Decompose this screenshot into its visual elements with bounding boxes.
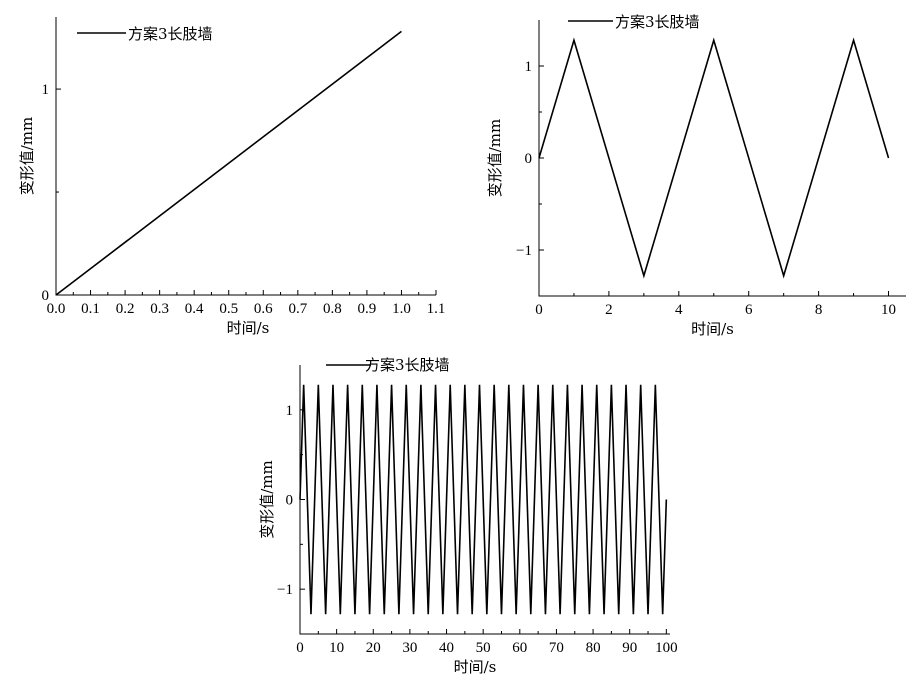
x-tick-label: 8 [815, 302, 823, 318]
legend-label: 方案3长肢墙 [365, 356, 450, 374]
axes-frame [538, 20, 906, 297]
legend-label: 方案3长肢墙 [615, 13, 700, 31]
x-tick-label: 4 [675, 302, 683, 318]
chart-linear-ramp: 0.0 0.1 0.2 0.3 0.4 0.5 0.6 0.7 0.8 0.9 1.0 1.1 0 1 方案… [18, 17, 445, 337]
x-tick-label: 1.0 [392, 301, 411, 317]
x-axis-label: 时间/s [227, 319, 270, 337]
x-tick-label: 0.7 [288, 301, 307, 317]
y-axis-label: 变形值/mm [18, 117, 36, 196]
x-tick-label: 20 [366, 640, 381, 656]
y-tick-label: 1 [286, 403, 294, 419]
series-line [55, 30, 402, 296]
x-tick-label: 40 [439, 640, 454, 656]
y-axis-label: 变形值/mm [258, 460, 276, 539]
y-tick-label: 0 [42, 288, 50, 304]
legend-label: 方案3长肢墙 [128, 25, 213, 43]
y-tick-label: −1 [277, 582, 293, 598]
axes-frame [55, 17, 436, 296]
x-tick-label: 0 [535, 302, 543, 318]
x-tick-label: 100 [655, 640, 678, 656]
y-tick-label: 1 [525, 59, 533, 75]
y-tick-label: 0 [286, 493, 294, 509]
y-tick-label: 0 [525, 151, 533, 167]
x-tick-label: 0.9 [358, 301, 377, 317]
x-tick-label: 0.3 [150, 301, 169, 317]
x-tick-label: 2 [605, 302, 613, 318]
series-line [299, 384, 668, 615]
x-tick-label: 0.6 [254, 301, 273, 317]
x-tick-label: 0.5 [219, 301, 238, 317]
x-tick-label: 90 [622, 640, 637, 656]
x-tick-label: 0.0 [47, 301, 66, 317]
x-tick-label: 10 [881, 302, 896, 318]
x-tick-label: 0.1 [81, 301, 100, 317]
y-tick-label: 1 [42, 82, 50, 98]
series-line [538, 37, 890, 279]
x-axis-label: 时间/s [691, 320, 734, 338]
x-tick-label: 80 [586, 640, 601, 656]
x-tick-label: 6 [745, 302, 753, 318]
x-tick-label: 0 [296, 640, 304, 656]
x-tick-label: 60 [512, 640, 527, 656]
y-axis-label: 变形值/mm [486, 119, 504, 198]
x-tick-label: 50 [476, 640, 491, 656]
x-tick-label: 1.1 [427, 301, 446, 317]
x-tick-label: 0.2 [116, 301, 135, 317]
x-tick-label: 10 [329, 640, 344, 656]
x-tick-label: 0.4 [185, 301, 204, 317]
x-tick-label: 0.8 [323, 301, 342, 317]
x-axis-label: 时间/s [454, 658, 497, 676]
x-tick-label: 70 [549, 640, 564, 656]
y-tick-label: −1 [516, 243, 532, 259]
x-tick-label: 30 [402, 640, 417, 656]
